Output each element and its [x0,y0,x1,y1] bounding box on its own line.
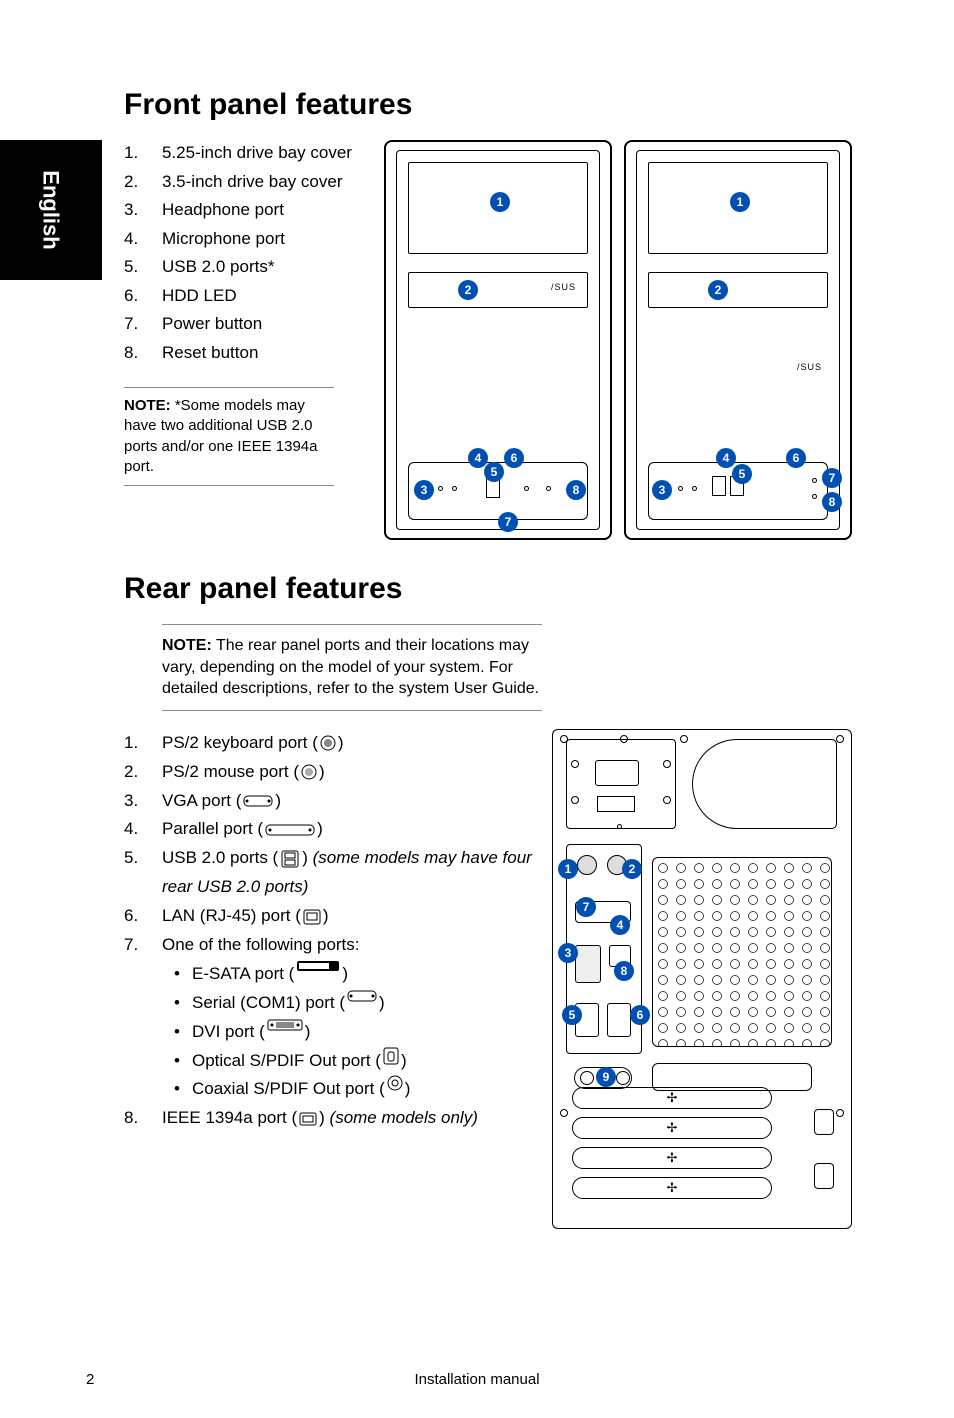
callout-1: 1 [490,192,510,212]
front-tower-b: /SUS 1 2 3 4 5 6 7 8 [624,140,852,540]
serial-port-icon [347,989,377,1003]
rear-callout-3: 3 [558,943,578,963]
list-item: 3.VGA port () [124,787,534,816]
expansion-slots: ✢ ✢ ✢ ✢ [572,1087,772,1207]
rear-figure: ✢ ✢ ✢ ✢ 1 2 3 4 5 6 7 8 9 [552,729,852,1229]
list-item: 6.HDD LED [124,283,364,309]
front-heading: Front panel features [124,88,854,122]
list-item: 7.Power button [124,311,364,337]
callout-3: 3 [414,480,434,500]
coaxial-spdif-icon [387,1075,403,1091]
rear-heading: Rear panel features [124,572,854,606]
sublist-item: Optical S/PDIF Out port () [162,1047,534,1076]
list-item: 4.Microphone port [124,226,364,252]
dvi-port-icon [267,1018,303,1032]
page-content: Front panel features 1.5.25-inch drive b… [124,88,854,1229]
page-number: 2 [0,1371,124,1388]
ps2-keyboard-icon [320,735,336,751]
lan-port-icon [303,909,321,925]
parallel-port-icon [265,823,315,837]
vga-port-icon [243,794,273,808]
sublist-item: E-SATA port () [162,960,534,989]
list-item: 8.Reset button [124,340,364,366]
rear-flex: 1.PS/2 keyboard port () 2.PS/2 mouse por… [124,729,854,1229]
front-tower-a: /SUS 1 2 3 4 5 6 7 8 [384,140,612,540]
rear-callout-6: 6 [630,1005,650,1025]
callout-7: 7 [498,512,518,532]
list-item: 7.One of the following ports: E-SATA por… [124,931,534,1104]
sublist-item: DVI port () [162,1018,534,1047]
list-item: 1.5.25-inch drive bay cover [124,140,364,166]
callout-5: 5 [484,462,504,482]
language-tab: English [0,140,102,280]
front-feature-list: 1.5.25-inch drive bay cover 2.3.5-inch d… [124,140,364,365]
callout-6: 6 [504,448,524,468]
list-item: 2.3.5-inch drive bay cover [124,169,364,195]
callout-2: 2 [458,280,478,300]
callout-5: 5 [732,464,752,484]
asus-logo: /SUS [797,362,822,372]
callout-6: 6 [786,448,806,468]
list-item: 4.Parallel port () [124,815,534,844]
list-item: 5.USB 2.0 ports* [124,254,364,280]
sublist-item: Coaxial S/PDIF Out port () [162,1075,534,1104]
rear-sublist: E-SATA port () Serial (COM1) port () DVI… [162,960,534,1104]
rear-callout-1: 1 [558,859,578,879]
front-section: 1.5.25-inch drive bay cover 2.3.5-inch d… [124,140,854,540]
note-text: The rear panel ports and their locations… [162,637,539,697]
usb-port-icon [280,850,300,868]
vent-grid [652,857,832,1047]
language-label: English [38,170,64,249]
front-figures: /SUS 1 2 3 4 5 6 7 8 [384,140,852,540]
ps2-mouse-icon [301,764,317,780]
rear-list-column: 1.PS/2 keyboard port () 2.PS/2 mouse por… [124,729,534,1229]
ieee1394-port-icon [299,1112,317,1126]
list-item: 2.PS/2 mouse port () [124,758,534,787]
list-item: 3.Headphone port [124,197,364,223]
front-list-column: 1.5.25-inch drive bay cover 2.3.5-inch d… [124,140,364,540]
esata-port-icon [296,960,340,972]
callout-2: 2 [708,280,728,300]
callout-8: 8 [566,480,586,500]
rear-callout-9: 9 [596,1067,616,1087]
callout-3: 3 [652,480,672,500]
callout-1: 1 [730,192,750,212]
rear-callout-8: 8 [614,961,634,981]
rear-feature-list: 1.PS/2 keyboard port () 2.PS/2 mouse por… [124,729,534,1133]
rear-callout-2: 2 [622,859,642,879]
rear-note: NOTE: The rear panel ports and their loc… [162,624,542,711]
rear-callout-4: 4 [610,915,630,935]
note-label: NOTE: [124,397,171,414]
list-item: 5.USB 2.0 ports () (some models may have… [124,844,534,902]
optical-spdif-icon [383,1047,399,1065]
note-label: NOTE: [162,637,212,654]
callout-7: 7 [822,468,842,488]
list-item: 6.LAN (RJ-45) port () [124,902,534,931]
callout-8: 8 [822,492,842,512]
callout-4: 4 [716,448,736,468]
rear-callout-7: 7 [576,897,596,917]
page-footer: 2 Installation manual [0,1371,954,1388]
rear-section: Rear panel features NOTE: The rear panel… [124,572,854,1229]
sublist-item: Serial (COM1) port () [162,989,534,1018]
footer-title: Installation manual [124,1371,954,1388]
asus-logo: /SUS [551,282,576,292]
list-item: 8.IEEE 1394a port () (some models only) [124,1104,534,1133]
fan-area [692,739,837,829]
front-note: NOTE: *Some models may have two addition… [124,387,334,486]
list-item: 1.PS/2 keyboard port () [124,729,534,758]
psu [566,739,676,829]
rear-callout-5: 5 [562,1005,582,1025]
